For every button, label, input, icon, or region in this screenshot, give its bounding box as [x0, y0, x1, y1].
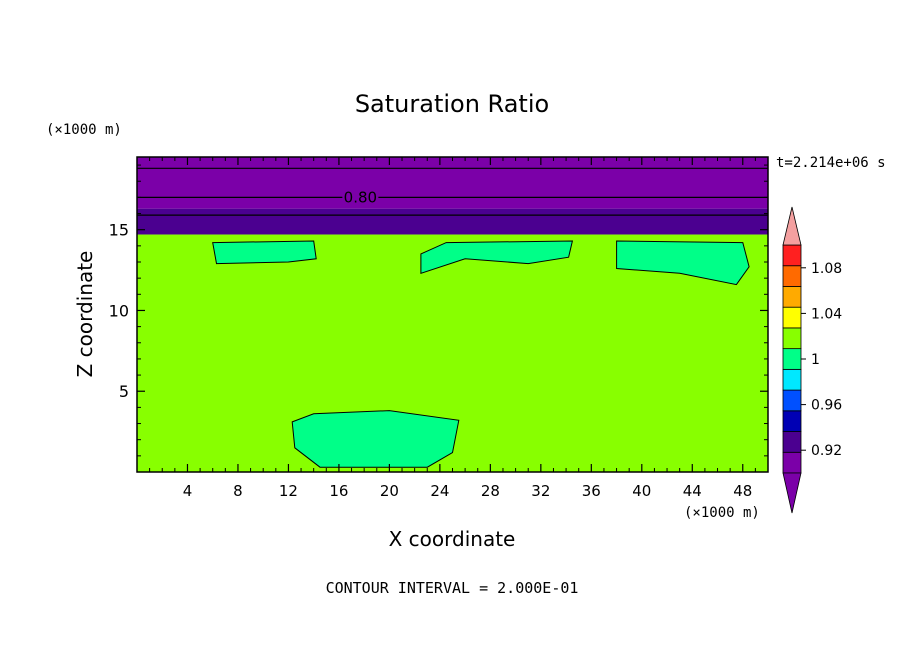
- y-axis: 5 10 15: [109, 164, 768, 457]
- y-tick-label: 15: [109, 221, 129, 240]
- colorbar-tick-label: 1.08: [811, 261, 842, 277]
- x-axis-title: X coordinate: [389, 527, 516, 551]
- upper-right-patch: [616, 240, 750, 286]
- colorbar-segment: [782, 244, 802, 267]
- x-tick-label: 4: [183, 482, 193, 500]
- chart-title: Saturation Ratio: [355, 90, 549, 118]
- colorbar-segment: [782, 348, 802, 370]
- upper-mid-patch: [420, 240, 574, 274]
- colorbar-tick-label: 1: [811, 352, 820, 368]
- colorbar-segment: [782, 286, 802, 308]
- x-tick-label: 48: [733, 482, 752, 500]
- colorbar-segment: [782, 265, 802, 287]
- x-tick-label: 8: [233, 482, 243, 500]
- region-transition-band: [137, 208, 768, 235]
- contour-interval-note: CONTOUR INTERVAL = 2.000E-01: [326, 579, 579, 597]
- colorbar-segment: [782, 306, 802, 329]
- y-unit-label: (×1000 m): [46, 122, 122, 138]
- colorbar-under-arrow: [782, 472, 802, 514]
- x-axis: 4 8 12 16 20 24 28 32 36 40 44 48: [149, 157, 756, 500]
- colorbar-tick-label: 1.04: [811, 306, 842, 322]
- lower-mid-patch: [291, 410, 460, 468]
- x-tick-label: 24: [430, 482, 449, 500]
- colorbar-over-arrow: [782, 206, 802, 246]
- x-tick-label: 44: [683, 482, 702, 500]
- x-unit-label: (×1000 m): [684, 505, 760, 521]
- region-upper-layer: [137, 157, 768, 209]
- colorbar-tick-label: 0.92: [811, 443, 842, 459]
- x-tick-label: 32: [531, 482, 550, 500]
- y-axis-title: Z coordinate: [73, 251, 97, 378]
- colorbar-segment: [782, 327, 802, 350]
- x-tick-label: 40: [632, 482, 651, 500]
- colorbar-tick-label: 0.96: [811, 398, 842, 414]
- x-tick-label: 16: [329, 482, 348, 500]
- x-tick-label: 28: [481, 482, 500, 500]
- colorbar-segment: [782, 389, 802, 412]
- x-tick-label: 20: [380, 482, 399, 500]
- plot-area: 0.80: [137, 157, 768, 472]
- y-tick-label: 10: [109, 301, 129, 320]
- x-tick-label: 36: [582, 482, 601, 500]
- time-label: t=2.214e+06 s: [776, 155, 886, 171]
- contour-label: 0.80: [344, 188, 377, 206]
- colorbar-segment: [782, 451, 802, 474]
- colorbar-segment: [782, 410, 802, 432]
- x-tick-label: 12: [279, 482, 298, 500]
- upper-left-patch: [212, 240, 317, 265]
- y-tick-label: 5: [119, 382, 129, 401]
- colorbar-segment: [782, 368, 802, 391]
- colorbar-segment: [782, 431, 802, 453]
- colorbar: 0.92 0.96 1 1.04 1.08: [782, 206, 842, 514]
